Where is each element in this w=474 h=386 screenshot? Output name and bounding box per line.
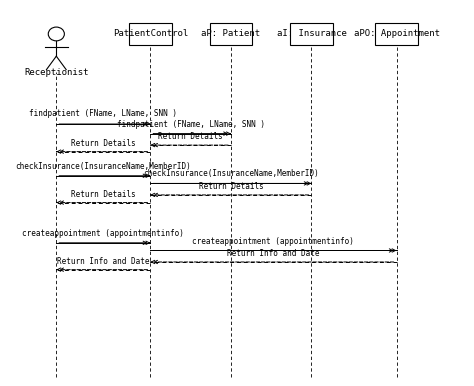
- FancyBboxPatch shape: [210, 24, 252, 44]
- Text: checkInsurance(InsuranceName,MemberID): checkInsurance(InsuranceName,MemberID): [16, 162, 191, 171]
- Text: aPO: Appointment: aPO: Appointment: [354, 29, 439, 39]
- FancyBboxPatch shape: [129, 24, 172, 44]
- Text: PatientControl: PatientControl: [113, 29, 188, 39]
- Text: createappointment (appointmentinfo): createappointment (appointmentinfo): [22, 229, 184, 238]
- Text: findpatient (FName, LName, SNN ): findpatient (FName, LName, SNN ): [117, 120, 264, 129]
- Text: Receptionist: Receptionist: [24, 68, 89, 78]
- Text: aI: Insurance: aI: Insurance: [276, 29, 346, 39]
- FancyBboxPatch shape: [375, 24, 418, 44]
- Text: Return Details: Return Details: [71, 190, 136, 199]
- Text: Return Details: Return Details: [71, 139, 136, 148]
- Text: createappointment (appointmentinfo): createappointment (appointmentinfo): [192, 237, 355, 245]
- FancyBboxPatch shape: [290, 24, 333, 44]
- Text: Return Info and Date: Return Info and Date: [57, 257, 150, 266]
- Text: Return Info and Date: Return Info and Date: [227, 249, 319, 258]
- Text: checkInsurance(InsuranceName,MemberID): checkInsurance(InsuranceName,MemberID): [143, 169, 319, 178]
- Text: aP: Patient: aP: Patient: [201, 29, 260, 39]
- Text: findpatient (FName, LName, SNN ): findpatient (FName, LName, SNN ): [29, 109, 177, 118]
- Text: Return Details: Return Details: [158, 132, 223, 141]
- Text: Return Details: Return Details: [199, 182, 263, 191]
